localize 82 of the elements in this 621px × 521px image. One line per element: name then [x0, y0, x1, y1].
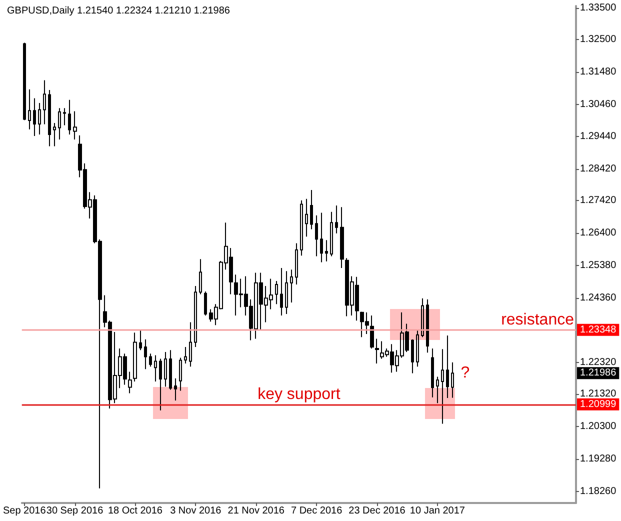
- text: 1.23348: [580, 324, 617, 336]
- y-tick-label: 1.24360: [580, 292, 617, 304]
- candlestick: [73, 110, 77, 140]
- y-tick-label: 1.30460: [580, 98, 617, 110]
- candlestick: [335, 205, 338, 234]
- candlestick: [179, 357, 182, 392]
- y-tick-label: 1.28420: [580, 164, 617, 175]
- candlestick: [446, 335, 449, 399]
- x-tick-label: 10 Jan 2017: [410, 506, 466, 516]
- candlestick: [169, 350, 172, 390]
- y-tick-label: 1.33500: [580, 2, 617, 14]
- y-tick-label: 1.26400: [580, 228, 617, 239]
- x-tick-label: 18 Oct 2016: [108, 506, 163, 516]
- text: 1.21986: [580, 368, 617, 379]
- candlestick: [199, 258, 202, 295]
- x-tick-label: 23 Dec 2016: [348, 506, 406, 516]
- candlestick: [325, 240, 328, 262]
- y-tick-label: 1.19280: [580, 453, 617, 464]
- candlestick: [280, 267, 283, 316]
- candlestick: [154, 354, 157, 382]
- y-tick-label: 1.21320: [580, 388, 617, 400]
- candlestick: [411, 338, 414, 374]
- y-tick-label: 1.32500: [580, 34, 617, 46]
- candlestick: [48, 90, 51, 147]
- candlestick: [63, 108, 66, 126]
- candlestick: [133, 332, 137, 382]
- candlestick: [431, 348, 434, 398]
- y-tick-label: 1.31480: [580, 66, 617, 78]
- chart-title: GBPUSD,Daily 1.21540 1.22324 1.21210 1.21986: [7, 6, 230, 16]
- candlestick: [164, 352, 167, 388]
- y-tick-label: 1.20300: [580, 421, 617, 432]
- candlestick: [38, 102, 41, 135]
- candlestick: [375, 338, 379, 364]
- y-tick-label: 1.27420: [580, 195, 617, 206]
- candlestick: [33, 98, 36, 137]
- candlestick: [43, 80, 46, 125]
- candlestick: [189, 322, 192, 368]
- candlestick: [149, 353, 152, 368]
- candlestick: [295, 242, 298, 285]
- candlestick: [144, 338, 147, 370]
- candlestick: [194, 286, 197, 348]
- candlestick: [275, 280, 278, 305]
- ref-line-label: resistance: [501, 311, 574, 328]
- candlestick: [128, 371, 132, 394]
- y-tick-label: 1.25380: [580, 260, 617, 271]
- candlestick: [300, 200, 303, 256]
- candlestick: [416, 330, 419, 368]
- candlestick: [174, 378, 177, 402]
- candlestick: [184, 346, 187, 364]
- candlestick: [436, 376, 439, 404]
- x-tick-label: 3 Nov 2016: [170, 506, 222, 516]
- candlestick: [159, 358, 162, 411]
- candlestick: [340, 206, 344, 268]
- candlestick: [330, 211, 333, 257]
- candlestick: [421, 298, 424, 338]
- y-tick-label: 1.29440: [580, 131, 617, 142]
- candlestick: [290, 269, 293, 304]
- candlestick: [315, 214, 318, 257]
- y-tick-label: 1.18260: [580, 486, 617, 497]
- y-tick-label: 1.22320: [580, 356, 617, 368]
- x-tick-label: Sep 2016: [2, 506, 46, 516]
- annotation: ?: [460, 364, 470, 382]
- candlestick: [23, 42, 26, 121]
- ref-line-label: key support: [258, 386, 341, 403]
- candlestick: [285, 270, 288, 314]
- candlestick: [58, 108, 61, 140]
- candlestick: [451, 362, 454, 398]
- x-tick-label: 30 Sep 2016: [46, 506, 104, 516]
- text: 1.20999: [580, 398, 617, 410]
- x-tick-label: 21 Nov 2016: [228, 506, 285, 516]
- candlestick: [370, 315, 374, 350]
- candlestick: [441, 348, 444, 424]
- candlestick: [53, 122, 56, 147]
- candlestick: [204, 290, 207, 316]
- candlestick: [305, 198, 308, 238]
- candlestick: [68, 99, 71, 135]
- candlestick: [139, 330, 142, 351]
- candlestick: [310, 189, 313, 230]
- candlestick: [320, 212, 323, 263]
- candlestick: [426, 298, 429, 354]
- candlestick: [28, 88, 31, 130]
- x-tick-label: 7 Dec 2016: [290, 506, 343, 516]
